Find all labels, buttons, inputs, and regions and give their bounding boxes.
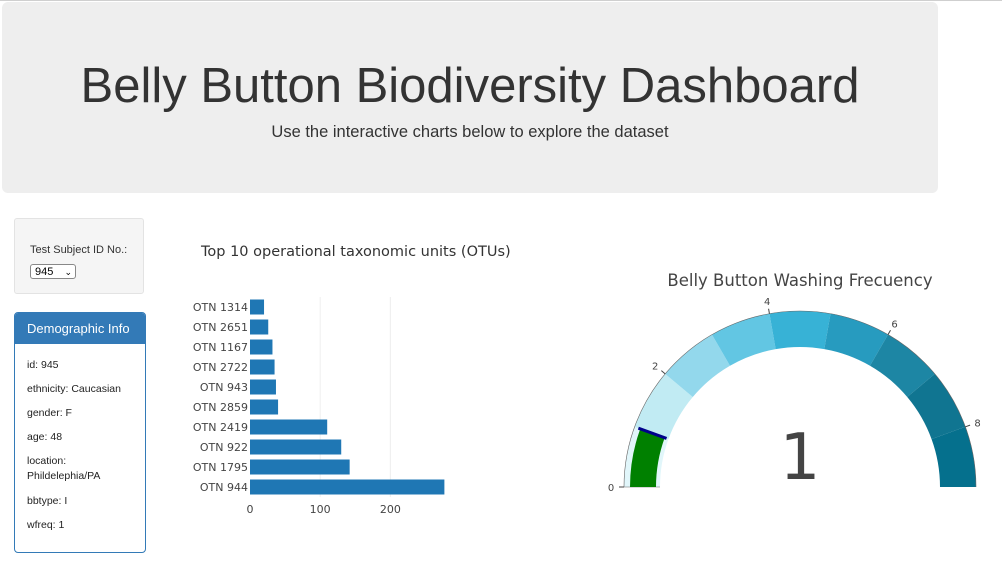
otu-bar-chart: OTN 1314 OTN 2651 OTN 1167 OTN 2722 OTN 943 O… xyxy=(193,297,445,516)
gauge-tick-label: 6 xyxy=(891,319,897,330)
page-title: Belly Button Biodiversity Dashboard xyxy=(80,59,860,113)
otu-category-label: OTN 1795 xyxy=(193,461,248,474)
gauge-step-band xyxy=(931,426,976,487)
gauge-step-band xyxy=(665,334,730,398)
otu-bar[interactable] xyxy=(250,339,273,355)
gauge-tick xyxy=(965,424,971,428)
demo-age: age: 48 xyxy=(27,431,63,443)
otu-bar[interactable] xyxy=(250,399,279,415)
demo-location: location: Phildelephia/PA xyxy=(27,455,101,482)
gauge-tick-label: 2 xyxy=(652,362,658,373)
otu-category-label: OTN 2859 xyxy=(193,401,248,414)
gauge-step-band xyxy=(769,311,831,350)
demographic-info-panel: Demographic Info id: 945 ethnicity: Cauc… xyxy=(14,312,146,553)
bar-x-tick-label: 0 xyxy=(247,503,254,516)
top-border xyxy=(0,0,1002,1)
demo-ethnicity: ethnicity: Caucasian xyxy=(27,383,121,395)
bar-x-tick-label: 100 xyxy=(310,503,331,516)
otu-bar[interactable] xyxy=(250,419,328,435)
demographic-info-heading: Demographic Info xyxy=(15,313,145,344)
gauge-step-band xyxy=(870,334,935,398)
gauge-tick-label: 4 xyxy=(764,297,770,308)
otu-bar[interactable] xyxy=(250,439,342,455)
otu-bar[interactable] xyxy=(250,479,445,495)
otu-category-label: OTN 1314 xyxy=(193,301,248,314)
chevron-down-icon: ⌄ xyxy=(64,267,72,277)
gauge-value-bar xyxy=(630,428,665,487)
gauge-tick xyxy=(661,370,666,375)
gauge-tick-label: 0 xyxy=(608,483,614,494)
gauge-tick xyxy=(768,308,770,314)
subject-id-selected-value: 945 xyxy=(35,266,54,278)
otu-bar[interactable] xyxy=(250,299,265,315)
otu-bar[interactable] xyxy=(250,459,350,475)
subject-id-label: Test Subject ID No.: xyxy=(30,244,128,256)
gauge-tick-label: 8 xyxy=(974,418,980,429)
gauge-step-band xyxy=(634,373,693,440)
gauge-tick xyxy=(887,329,891,335)
gauge-step-band xyxy=(907,373,966,440)
otu-bar[interactable] xyxy=(250,379,276,395)
otu-category-label: OTN 943 xyxy=(200,381,248,394)
otu-category-label: OTN 944 xyxy=(200,481,248,494)
otu-category-label: OTN 922 xyxy=(200,441,248,454)
otu-bar[interactable] xyxy=(250,319,269,335)
gauge-title: Belly Button Washing Frecuency xyxy=(667,271,932,290)
gauge-threshold-marker xyxy=(637,426,668,440)
bar-chart-title: Top 10 operational taxonomic units (OTUs… xyxy=(201,244,511,260)
demo-id: id: 945 xyxy=(27,359,59,371)
demo-wfreq: wfreq: 1 xyxy=(27,519,65,531)
gauge-value-number: 1 xyxy=(780,421,821,495)
subject-selector-panel: Test Subject ID No.: 945 ⌄ xyxy=(14,218,144,294)
bar-x-tick-label: 200 xyxy=(380,503,401,516)
otu-category-label: OTN 2419 xyxy=(193,421,248,434)
otu-bar[interactable] xyxy=(250,359,275,375)
page-subtitle: Use the interactive charts below to expl… xyxy=(271,123,669,141)
otu-category-label: OTN 2651 xyxy=(193,321,248,334)
header-jumbotron: Belly Button Biodiversity Dashboard Use … xyxy=(2,2,938,193)
wash-frequency-gauge: Belly Button Washing Frecuency 0 2 4 6 8 1 xyxy=(608,271,981,495)
demo-bbtype: bbtype: I xyxy=(27,495,68,507)
otu-category-label: OTN 2722 xyxy=(193,361,248,374)
gauge-outline xyxy=(623,310,977,488)
demo-gender: gender: F xyxy=(27,407,72,419)
subject-id-select[interactable]: 945 ⌄ xyxy=(30,264,76,279)
otu-category-label: OTN 1167 xyxy=(193,341,248,354)
